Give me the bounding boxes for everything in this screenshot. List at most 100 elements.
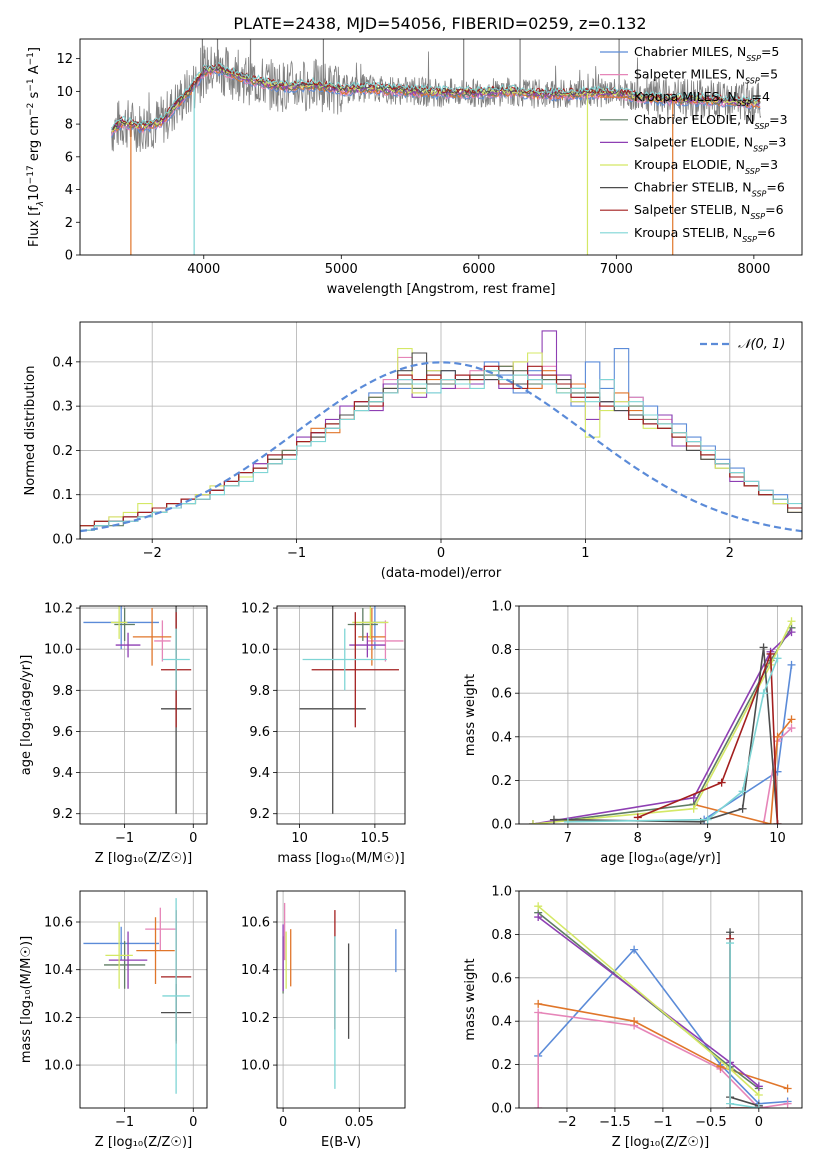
legend-n: =6 <box>757 225 775 240</box>
x-tick-label: 7000 <box>600 262 633 277</box>
y-tick-label: 0.0 <box>52 533 73 548</box>
marker-kroupa-stelib <box>773 654 782 663</box>
y-tick-label: 0.0 <box>491 1102 512 1117</box>
legend-sub: SSP <box>742 234 757 243</box>
x-axis-label: E(B-V) <box>321 1135 361 1150</box>
marker-kroupa-stelib <box>726 939 735 948</box>
panel-spectrum: 4000 5000 6000 7000 8000 0 2 4 6 8 10 12 wavelength … <box>26 38 803 297</box>
y-tick-label: 1.0 <box>491 885 512 900</box>
marker-kroupa-stelib <box>703 815 712 824</box>
x-tick-label: 0 <box>189 831 197 846</box>
figure-title: PLATE=2438, MJD=54056, FIBERID=0259, z=0… <box>233 14 646 33</box>
x-tick-label: −0.5 <box>695 1115 727 1130</box>
legend-name: Chabrier STELIB, N <box>634 180 752 195</box>
y-tick-label: 9.4 <box>52 766 73 781</box>
x-axis-label: Z [log₁₀(Z/Z☉)] <box>95 1135 192 1150</box>
plot-area <box>299 606 404 814</box>
axes-frame <box>276 605 406 825</box>
legend-sub: SSP <box>753 144 768 153</box>
plot-area <box>528 617 796 824</box>
axes-frame <box>79 605 208 825</box>
y-tick-label: 8 <box>65 118 73 133</box>
x-tick-label: 10.5 <box>360 831 389 846</box>
y-tick-label: 0.4 <box>491 1015 512 1030</box>
residual-legend: 𝒩(0, 1) <box>700 337 785 352</box>
y-tick-label: 10.0 <box>241 643 270 658</box>
legend-label-kroupa-elodie: Kroupa ELODIE, NSSP=3 <box>634 157 778 176</box>
legend-label-chabrier-miles: Chabrier MILES, NSSP=5 <box>634 44 779 63</box>
y-tick-label: 10.0 <box>44 643 73 658</box>
marker-kroupa-miles <box>787 715 796 724</box>
marker-salpeter-elodie <box>754 1082 763 1091</box>
x-axis-label: (data-model)/error <box>381 566 502 581</box>
marker-kroupa-elodie <box>754 1090 763 1099</box>
legend-label-normal: 𝒩(0, 1) <box>738 337 785 352</box>
legend-n: =3 <box>760 157 778 172</box>
x-tick-label: 7 <box>564 831 572 846</box>
plot-area <box>83 898 192 1094</box>
panel-mass_vs_ebv: 0 0.05 10.0 10.2 10.4 10.6 E(B-V) <box>241 890 406 1150</box>
y-label-part: s <box>27 91 42 102</box>
x-tick-label: 6000 <box>462 262 495 277</box>
y-tick-label: 0.6 <box>491 687 512 702</box>
x-tick-label: −2 <box>143 546 162 561</box>
y-tick-label: 0.0 <box>491 818 512 833</box>
marker-salpeter-elodie <box>787 628 796 637</box>
line-chabrier-miles <box>703 664 793 821</box>
y-tick-label: 0.2 <box>491 774 512 789</box>
y-tick-label: 10.2 <box>44 1011 73 1026</box>
x-tick-label: 8 <box>634 831 642 846</box>
axes-frame <box>518 890 803 1109</box>
y-tick-label: 0.3 <box>52 400 73 415</box>
legend-name: Kroupa STELIB, N <box>634 225 742 240</box>
x-axis-label: Z [log₁₀(Z/Z☉)] <box>612 1135 709 1150</box>
line-chabrier-stelib <box>553 647 779 824</box>
legend-label-salpeter-elodie: Salpeter ELODIE, NSSP=3 <box>634 134 786 153</box>
y-tick-label: 10.0 <box>241 1059 270 1074</box>
histogram-kroupa-stelib <box>80 370 802 539</box>
legend-label-chabrier-stelib: Chabrier STELIB, NSSP=6 <box>634 180 785 199</box>
marker-kroupa-elodie <box>689 804 698 813</box>
panel-sfh_Z: −2 −1.5 −1 −0.5 0 0.0 0.2 0.4 0.6 0.8 1.0 Z [log₁₀(… <box>463 885 803 1150</box>
legend-n: =6 <box>766 180 784 195</box>
y-axis-label: mass weight <box>463 958 478 1040</box>
x-axis-label: wavelength [Angstrom, rest frame] <box>327 282 556 297</box>
axes-frame <box>79 890 208 1109</box>
x-tick-label: 1 <box>581 546 589 561</box>
legend-sub: SSP <box>754 121 769 130</box>
y-tick-label: 0.6 <box>491 971 512 986</box>
y-label-part: −17 <box>26 165 36 184</box>
y-axis-label: Normed distribution <box>23 366 38 496</box>
legend-name: Salpeter MILES, N <box>634 67 745 82</box>
panels: 4000 5000 6000 7000 8000024681012wavelength … <box>19 38 803 1150</box>
legend-name: Kroupa ELODIE, N <box>634 157 745 172</box>
x-tick-label: −1 <box>287 546 306 561</box>
y-tick-label: 0.2 <box>491 1058 512 1073</box>
y-tick-label: 9.6 <box>52 725 73 740</box>
legend-sub: SSP <box>737 99 752 108</box>
x-tick-label: −1 <box>653 1115 672 1130</box>
x-tick-label: 0.05 <box>345 1115 374 1130</box>
y-tick-label: 0.4 <box>52 355 73 370</box>
marker-chabrier-stelib <box>738 804 747 813</box>
legend-label-salpeter-stelib: Salpeter STELIB, NSSP=6 <box>634 202 784 221</box>
x-tick-label: −1.5 <box>599 1115 631 1130</box>
panel-sfh_age: 7 8 9 10 0.0 0.2 0.4 0.6 0.8 1.0 age [log₁₀(age/yr… <box>463 600 803 866</box>
y-tick-label: 0.2 <box>52 444 73 459</box>
x-tick-label: 0 <box>189 1115 197 1130</box>
y-label-part: λ <box>36 201 46 207</box>
marker-chabrier-miles <box>787 660 796 669</box>
marker-chabrier-stelib <box>549 815 558 824</box>
legend-name: Chabrier MILES, N <box>634 44 746 59</box>
legend-n: =6 <box>765 202 783 217</box>
y-tick-label: 10.4 <box>44 963 73 978</box>
marker-chabrier-stelib <box>759 643 768 652</box>
y-label-part: 10 <box>27 184 42 201</box>
y-tick-label: 10.2 <box>44 602 73 617</box>
x-tick-label: 0 <box>279 1115 287 1130</box>
legend-name: Salpeter ELODIE, N <box>634 134 753 149</box>
marker-salpeter-miles <box>534 1104 543 1108</box>
marker-salpeter-stelib <box>773 820 782 824</box>
plot-area <box>282 902 397 1089</box>
y-tick-label: 10.0 <box>44 1059 73 1074</box>
